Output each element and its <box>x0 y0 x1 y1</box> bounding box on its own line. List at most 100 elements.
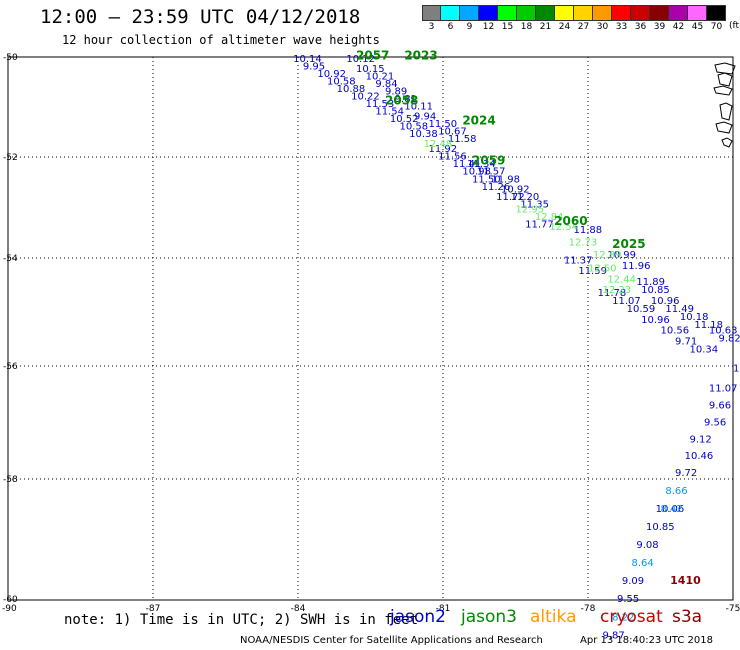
scale-swatch <box>479 5 498 21</box>
jason2-swh-value: 10.34 <box>690 345 719 356</box>
jason3-swh-value: 12.44 <box>607 274 636 285</box>
scale-label: 12 <box>482 22 495 32</box>
corner-lon-label: -90 <box>2 604 17 614</box>
jason2-swh-value: 9.56 <box>704 417 726 428</box>
jason2-swh-value: 11.54 <box>375 107 404 118</box>
scale-swatch <box>555 5 574 21</box>
cryosat-pass-label: 1410 <box>670 574 701 587</box>
jason2-swh-value: 8.42 <box>661 504 683 515</box>
jason2-swh-value: 10.88 <box>337 84 366 95</box>
scale-swatch <box>498 5 517 21</box>
jason2-swh-value: 10.85 <box>641 285 670 296</box>
jason3-swh-value: 12.48 <box>424 139 453 150</box>
jason2-swh-value: 9.84 <box>375 79 397 90</box>
jason2-swh-value: 11.78 <box>598 288 627 299</box>
jason3-swh-value: 12.54 <box>549 222 578 233</box>
jason2-swh-value: 11.88 <box>574 225 603 236</box>
jason3-swh-value: 12.89 <box>593 250 622 261</box>
jason2-swh-value: 9.08 <box>636 540 658 551</box>
jason2-swh-value: 11.07 <box>612 296 641 307</box>
jason2-swh-value: 11.20 <box>511 192 540 203</box>
scale-label: 24 <box>558 22 571 32</box>
scale-label: 21 <box>539 22 552 32</box>
jason2-swh-value: 11.50 <box>472 174 501 185</box>
coastline <box>719 102 733 121</box>
cycle-label: 2060 <box>554 214 587 228</box>
scale-label: 15 <box>501 22 514 32</box>
scale-label: 9 <box>466 22 473 32</box>
jason2-swh-value: 10.96 <box>651 296 680 307</box>
jason2-swh-value: 11.26 <box>482 182 511 193</box>
jason2-swh-value: 11.41 <box>453 159 482 170</box>
jason2-swh-value: 10.56 <box>661 326 690 337</box>
jason2-swh-value: 9.71 <box>675 336 697 347</box>
jason2-swh-value: 10.92 <box>317 69 346 80</box>
scale-label: 33 <box>615 22 628 32</box>
jason2-swh-value: 11.56 <box>438 152 467 163</box>
scale-unit: (ft) <box>729 21 740 31</box>
cycle-label: 2059 <box>472 154 505 168</box>
scale-swatch <box>422 5 441 21</box>
scale-swatch <box>669 5 688 21</box>
lat-tick-label: -58 <box>3 475 18 485</box>
credit-timestamp: Apr 13 18:40:23 UTC 2018 <box>580 635 713 646</box>
lat-tick-label: -56 <box>3 362 18 372</box>
jason2-swh-value: 11.72 <box>496 192 525 203</box>
jason2-swh-value: 10.18 <box>680 312 709 323</box>
scale-bin: 12 <box>479 5 498 32</box>
map-subtitle: 12 hour collection of altimeter wave hei… <box>62 33 380 47</box>
scale-bin: 18 <box>517 5 536 32</box>
scale-swatch <box>574 5 593 21</box>
scale-swatch <box>517 5 536 21</box>
jason2-swh-value: 10.96 <box>641 315 670 326</box>
jason2-swh-value: 10.12 <box>346 54 375 65</box>
lon-tick-label: -81 <box>436 604 451 614</box>
scale-bin: 9 <box>460 5 479 32</box>
jason2-swh-value: 10.06 <box>656 504 685 515</box>
scale-bin: 42 <box>669 5 688 32</box>
lat-tick-label: -52 <box>3 153 18 163</box>
scale-label: 36 <box>634 22 647 32</box>
jason2-swh-value: 9.72 <box>675 468 697 479</box>
jason2-swh-value: 8.22 <box>612 612 634 623</box>
jason2-swh-value: 10.22 <box>351 92 380 103</box>
scale-bin: 21 <box>536 5 555 32</box>
jason2-swh-value: 11.07 <box>709 383 738 394</box>
cycle-label: 2024 <box>462 114 495 128</box>
lon-tick-label: -78 <box>581 604 596 614</box>
jason2-swh-value: 8.64 <box>632 558 654 569</box>
jason2-swh-value: 11.89 <box>636 277 665 288</box>
jason3-swh-value: 12.73 <box>569 237 598 248</box>
jason2-swh-value: 9.12 <box>690 434 712 445</box>
scale-label: 3 <box>428 22 435 32</box>
lat-tick-label: -60 <box>3 595 18 605</box>
jason2-swh-value: 11.58 <box>448 134 477 145</box>
scale-label: 45 <box>691 22 704 32</box>
scale-bin: 70 <box>707 5 726 32</box>
jason2-swh-value: 10.99 <box>607 250 636 261</box>
scale-swatch <box>650 5 669 21</box>
jason2-swh-value: 9.55 <box>617 594 639 605</box>
jason2-swh-value: 9.87 <box>603 631 625 642</box>
cycle-label: 2058 <box>385 94 418 108</box>
jason2-swh-value: 10.58 <box>400 122 429 133</box>
lat-tick-label: -50 <box>3 53 18 63</box>
scale-label: 42 <box>672 22 685 32</box>
scale-bin: 36 <box>631 5 650 32</box>
scale-bin: 6 <box>441 5 460 32</box>
jason2-swh-value: 9.09 <box>622 576 644 587</box>
jason2-swh-value: 11.53 <box>366 99 395 110</box>
jason2-swh-value: 9.94 <box>414 112 436 123</box>
jason3-swh-value: 12.23 <box>603 285 632 296</box>
jason2-swh-value: 11.92 <box>429 144 458 155</box>
scale-bin: 24 <box>555 5 574 32</box>
jason2-swh-value: 10.46 <box>685 451 714 462</box>
scale-bin: 30 <box>593 5 612 32</box>
lon-tick-label: -84 <box>291 604 306 614</box>
jason2-swh-value: 10.21 <box>366 72 395 83</box>
jason3-swh-value: 12.95 <box>516 205 545 216</box>
cycle-label: 2057 <box>356 49 389 63</box>
jason2-swh-value: 10 <box>733 364 740 375</box>
